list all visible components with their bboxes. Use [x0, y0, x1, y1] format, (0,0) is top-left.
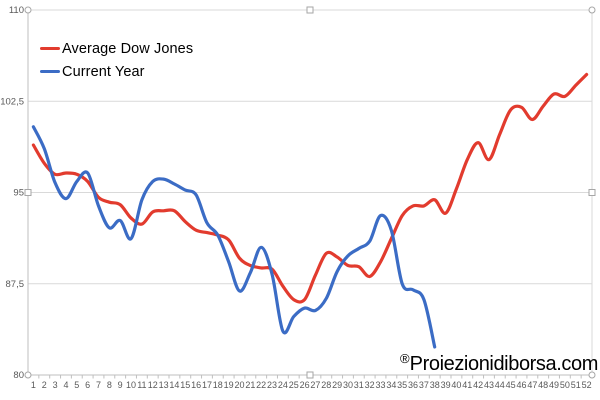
x-tick-label[interactable]: 21	[245, 380, 255, 390]
x-tick-label[interactable]: 28	[321, 380, 331, 390]
x-tick-label[interactable]: 29	[332, 380, 342, 390]
x-tick-label[interactable]: 1	[31, 380, 36, 390]
x-tick-label[interactable]: 36	[408, 380, 418, 390]
x-tick-label[interactable]: 6	[85, 380, 90, 390]
x-tick-label[interactable]: 11	[137, 380, 146, 390]
selection-handle-w[interactable]	[24, 189, 32, 196]
legend-label: Current Year	[62, 63, 145, 80]
x-tick-label[interactable]: 17	[202, 380, 212, 390]
selection-handle-n[interactable]	[306, 6, 314, 14]
x-tick-label[interactable]: 40	[451, 380, 461, 390]
x-tick-label[interactable]: 10	[126, 380, 136, 390]
x-tick-label[interactable]: 18	[213, 380, 223, 390]
legend-swatch-blue-line-icon	[40, 69, 60, 74]
y-tick-label[interactable]: 102,5	[0, 96, 24, 107]
legend-item-current-year[interactable]: Current Year	[40, 60, 193, 83]
x-tick-label[interactable]: 13	[159, 380, 169, 390]
series-line-average-dow-jones[interactable]	[31, 72, 589, 304]
series-line-current-year[interactable]	[31, 125, 437, 349]
x-tick-label[interactable]: 35	[397, 380, 407, 390]
registered-trademark-icon: ®	[400, 351, 410, 366]
x-tick-label[interactable]: 26	[300, 380, 310, 390]
x-tick-label[interactable]: 49	[549, 380, 559, 390]
x-tick-label[interactable]: 38	[430, 380, 440, 390]
y-tick-label[interactable]: 80	[13, 370, 24, 381]
x-tick-label[interactable]: 16	[191, 380, 201, 390]
x-tick-label[interactable]: 42	[473, 380, 483, 390]
y-tick-label[interactable]: 95	[13, 188, 24, 199]
x-tick-label[interactable]: 41	[462, 380, 472, 390]
x-tick-label[interactable]: 20	[234, 380, 244, 390]
x-tick-label[interactable]: 43	[484, 380, 494, 390]
x-tick-label[interactable]: 45	[506, 380, 516, 390]
y-tick-label[interactable]: 87,5	[6, 279, 25, 290]
x-tick-label[interactable]: 8	[107, 380, 112, 390]
x-tick-label[interactable]: 52	[582, 380, 592, 390]
x-tick-label[interactable]: 3	[53, 380, 58, 390]
x-tick-label[interactable]: 14	[169, 380, 179, 390]
x-tick-label[interactable]: 39	[441, 380, 451, 390]
x-tick-label[interactable]: 34	[386, 380, 396, 390]
legend-swatch-red-line-icon	[40, 46, 60, 51]
x-tick-label[interactable]: 2	[42, 380, 47, 390]
x-tick-label[interactable]: 30	[343, 380, 353, 390]
x-tick-label[interactable]: 44	[495, 380, 505, 390]
x-tick-label[interactable]: 23	[267, 380, 277, 390]
watermark-text: Proiezionidiborsa.com	[409, 353, 599, 375]
legend-label: Average Dow Jones	[62, 40, 194, 57]
selection-handle-ne[interactable]	[588, 6, 596, 14]
x-tick-label[interactable]: 24	[278, 380, 288, 390]
x-tick-label[interactable]: 50	[560, 380, 570, 390]
x-tick-label[interactable]: 37	[419, 380, 429, 390]
x-tick-label[interactable]: 46	[516, 380, 526, 390]
legend: Average Dow Jones Current Year	[40, 37, 193, 83]
x-tick-label[interactable]: 47	[527, 380, 537, 390]
selection-handle-s[interactable]	[306, 371, 314, 379]
legend-item-average-dow-jones[interactable]: Average Dow Jones	[40, 37, 193, 60]
x-tick-label[interactable]: 25	[289, 380, 299, 390]
x-tick-label[interactable]: 4	[63, 380, 68, 390]
x-tick-label[interactable]: 33	[375, 380, 385, 390]
x-tick-label[interactable]: 12	[148, 380, 158, 390]
x-tick-label[interactable]: 32	[365, 380, 375, 390]
selection-handle-nw[interactable]	[24, 6, 32, 14]
selection-handle-sw[interactable]	[24, 371, 32, 379]
x-tick-label[interactable]: 5	[74, 380, 79, 390]
x-tick-label[interactable]: 51	[571, 380, 581, 390]
selection-handle-se[interactable]	[588, 371, 596, 379]
watermark: ®Proiezionidiborsa.com	[400, 351, 598, 376]
x-tick-label[interactable]: 9	[118, 380, 123, 390]
selection-handle-e[interactable]	[588, 189, 596, 196]
x-tick-label[interactable]: 48	[538, 380, 548, 390]
x-tick-label[interactable]: 27	[310, 380, 320, 390]
x-tick-label[interactable]: 22	[256, 380, 266, 390]
x-tick-label[interactable]: 31	[354, 380, 364, 390]
x-tick-label[interactable]: 7	[96, 380, 101, 390]
y-tick-label[interactable]: 110	[9, 5, 24, 16]
x-tick-label[interactable]: 19	[224, 380, 234, 390]
x-tick-label[interactable]: 15	[180, 380, 190, 390]
